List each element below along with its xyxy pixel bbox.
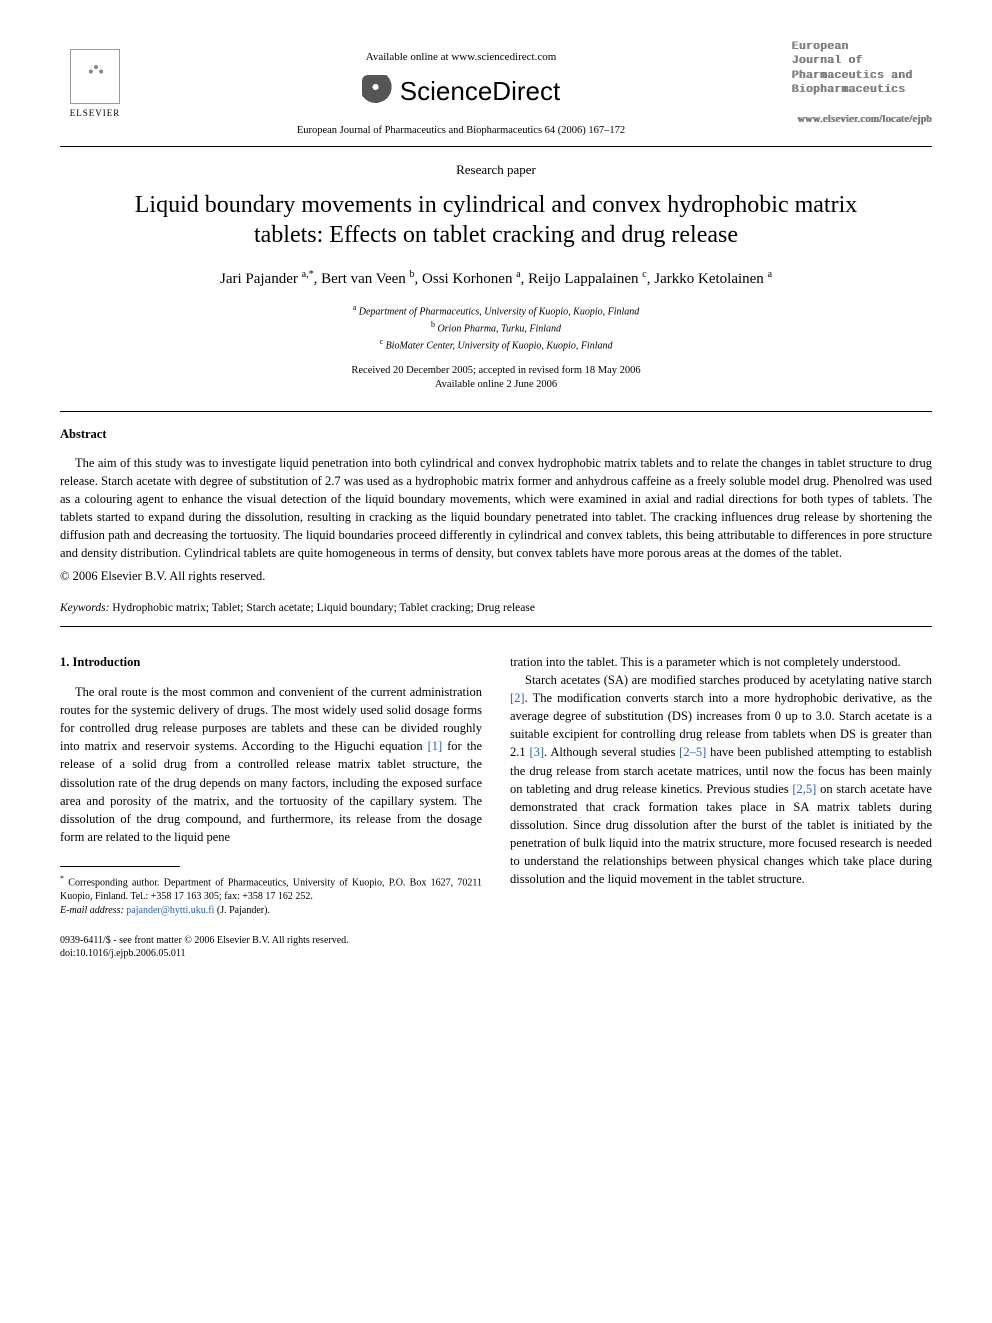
elsevier-tree-icon xyxy=(70,49,120,104)
header-row: ELSEVIER Available online at www.science… xyxy=(60,40,932,138)
intro-p2: Starch acetates (SA) are modified starch… xyxy=(510,671,932,889)
dates-block: Received 20 December 2005; accepted in r… xyxy=(60,364,932,393)
journal-reference: European Journal of Pharmaceutics and Bi… xyxy=(130,124,792,139)
available-date: Available online 2 June 2006 xyxy=(60,378,932,393)
elsevier-label: ELSEVIER xyxy=(70,107,121,120)
authors-line: Jari Pajander a,*, Bert van Veen b, Ossi… xyxy=(60,268,932,290)
intro-p1: The oral route is the most common and co… xyxy=(60,683,482,846)
ref-link-3[interactable]: [3] xyxy=(529,745,544,759)
journal-name-line: Journal of xyxy=(792,54,932,68)
corresponding-author: * Corresponding author. Department of Ph… xyxy=(60,873,482,904)
affiliation-b: b Orion Pharma, Turku, Finland xyxy=(60,319,932,336)
journal-name-line: Pharmaceutics and xyxy=(792,69,932,83)
journal-name-line: Biopharmaceutics xyxy=(792,83,932,97)
email-link[interactable]: pajander@hytti.uku.fi xyxy=(126,905,214,916)
ref-link-2[interactable]: [2] xyxy=(510,691,525,705)
issn-line: 0939-6411/$ - see front matter © 2006 El… xyxy=(60,934,482,947)
bottom-issn-doi: 0939-6411/$ - see front matter © 2006 El… xyxy=(60,934,482,960)
elsevier-logo: ELSEVIER xyxy=(60,40,130,120)
sciencedirect-text: ScienceDirect xyxy=(400,73,560,109)
affiliation-c: c BioMater Center, University of Kuopio,… xyxy=(60,336,932,353)
two-column-body: 1. Introduction The oral route is the mo… xyxy=(60,653,932,961)
doi-line: doi:10.1016/j.ejpb.2006.05.011 xyxy=(60,947,482,960)
sciencedirect-brand: ScienceDirect xyxy=(130,73,792,109)
footnote-rule xyxy=(60,866,180,867)
abstract-heading: Abstract xyxy=(60,426,932,444)
footnotes: * Corresponding author. Department of Ph… xyxy=(60,873,482,918)
center-header: Available online at www.sciencedirect.co… xyxy=(130,40,792,138)
abstract-body: The aim of this study was to investigate… xyxy=(60,454,932,563)
header-rule xyxy=(60,146,932,147)
available-online-text: Available online at www.sciencedirect.co… xyxy=(130,50,792,65)
ref-link-1[interactable]: [1] xyxy=(428,739,443,753)
keywords-line: Keywords: Hydrophobic matrix; Tablet; St… xyxy=(60,600,932,616)
sciencedirect-icon xyxy=(362,75,396,109)
left-column: 1. Introduction The oral route is the mo… xyxy=(60,653,482,961)
ref-link-2-5[interactable]: [2–5] xyxy=(679,745,706,759)
keywords-list: Hydrophobic matrix; Tablet; Starch aceta… xyxy=(112,602,535,614)
paper-type: Research paper xyxy=(60,161,932,179)
paper-title: Liquid boundary movements in cylindrical… xyxy=(100,190,892,250)
affiliations: a Department of Pharmaceutics, Universit… xyxy=(60,302,932,354)
email-line: E-mail address: pajander@hytti.uku.fi (J… xyxy=(60,904,482,918)
keywords-label: Keywords: xyxy=(60,602,109,614)
journal-url[interactable]: www.elsevier.com/locate/ejpb xyxy=(792,113,932,126)
affiliation-a: a Department of Pharmaceutics, Universit… xyxy=(60,302,932,319)
received-date: Received 20 December 2005; accepted in r… xyxy=(60,364,932,379)
journal-name-line: European xyxy=(792,40,932,54)
section-heading-intro: 1. Introduction xyxy=(60,653,482,671)
journal-name-box: European Journal of Pharmaceutics and Bi… xyxy=(792,40,932,126)
abstract-bottom-rule xyxy=(60,626,932,627)
intro-p1-continued: tration into the tablet. This is a param… xyxy=(510,653,932,671)
abstract-copyright: © 2006 Elsevier B.V. All rights reserved… xyxy=(60,568,932,586)
right-column: tration into the tablet. This is a param… xyxy=(510,653,932,961)
abstract-top-rule xyxy=(60,411,932,412)
ref-link-2-5b[interactable]: [2,5] xyxy=(792,782,816,796)
